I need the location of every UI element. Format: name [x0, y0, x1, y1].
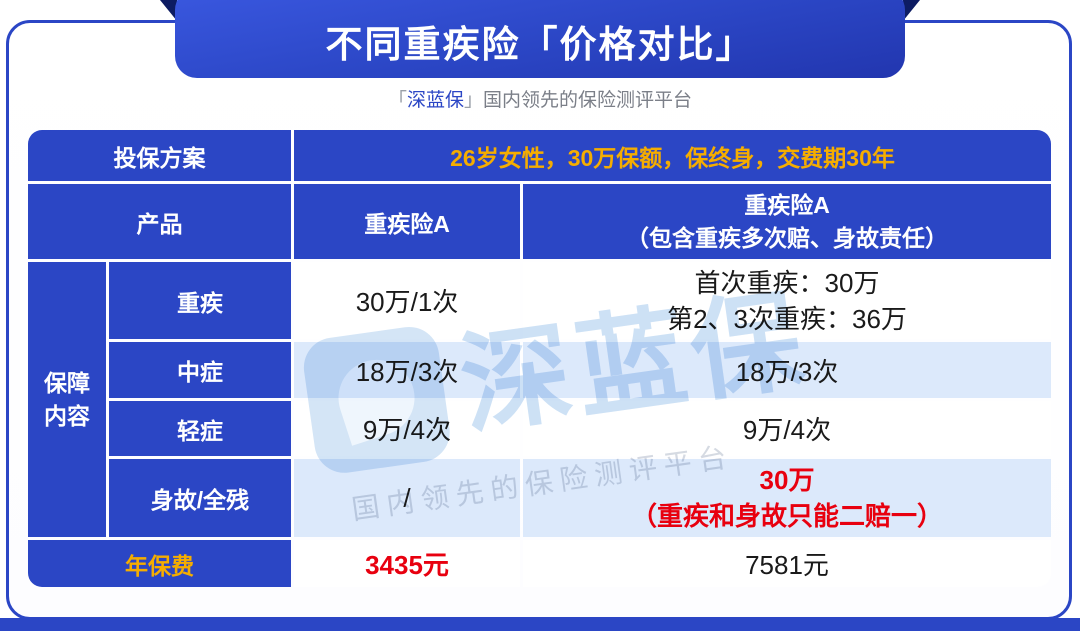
plan-label-cell: 投保方案 — [28, 130, 291, 181]
product-b-note: （包含重疾多次赔、身故责任） — [626, 224, 948, 251]
subtitle: 「深蓝保」国内领先的保险测评平台 — [0, 85, 1080, 112]
death-a-cell: / — [294, 459, 520, 537]
premium-a-cell: 3435元 — [294, 540, 520, 587]
brand-name: 深蓝保 — [406, 90, 464, 111]
table-row-moderate: 中症 18万/3次 18万/3次 — [28, 342, 1051, 398]
next-section-band — [0, 618, 1080, 631]
table-row-product: 产品 重疾险A 重疾险A （包含重疾多次赔、身故责任） — [28, 184, 1051, 259]
product-label-cell: 产品 — [28, 184, 291, 259]
brand-tagline: 国内领先的保险测评平台 — [483, 90, 693, 111]
plan-value-cell: 26岁女性，30万保额，保终身，交费期30年 — [294, 130, 1051, 181]
table-row-premium: 年保费 3435元 7581元 — [28, 540, 1051, 587]
death-b-line1: 30万 — [759, 465, 815, 495]
table-row-death: 身故/全残 / 30万 （重疾和身故只能二赔一） — [28, 459, 1051, 537]
critical-b-cell: 首次重疾：30万 第2、3次重疾：36万 — [523, 262, 1051, 339]
coverage-group-cell: 保障 内容 — [28, 262, 106, 537]
product-b-cell: 重疾险A （包含重疾多次赔、身故责任） — [523, 184, 1051, 259]
page-title: 不同重疾险「价格对比」 — [325, 24, 755, 65]
title-banner: 不同重疾险「价格对比」 — [175, 0, 905, 78]
row-label-moderate: 中症 — [109, 342, 291, 398]
coverage-label-line1: 保障 — [44, 369, 90, 396]
death-b-cell: 30万 （重疾和身故只能二赔一） — [523, 459, 1051, 537]
row-label-death: 身故/全残 — [109, 459, 291, 537]
row-label-mild: 轻症 — [109, 401, 291, 456]
product-b-name: 重疾险A — [744, 191, 830, 218]
critical-b-line1: 首次重疾：30万 — [694, 267, 880, 298]
critical-a-cell: 30万/1次 — [294, 262, 520, 339]
comparison-table: 投保方案 26岁女性，30万保额，保终身，交费期30年 产品 重疾险A 重疾险A… — [25, 127, 1054, 590]
premium-b-cell: 7581元 — [523, 540, 1051, 587]
product-a-cell: 重疾险A — [294, 184, 520, 259]
mild-b-cell: 9万/4次 — [523, 401, 1051, 456]
critical-b-line2: 第2、3次重疾：36万 — [667, 303, 907, 334]
premium-label-cell: 年保费 — [28, 540, 291, 587]
table-row-critical: 保障 内容 重疾 30万/1次 首次重疾：30万 第2、3次重疾：36万 — [28, 262, 1051, 537]
row-label-critical: 重疾 — [109, 262, 291, 339]
coverage-label-line2: 内容 — [44, 402, 90, 429]
mild-a-cell: 9万/4次 — [294, 401, 520, 456]
table-row-mild: 轻症 9万/4次 9万/4次 — [28, 401, 1051, 456]
subtitle-close-bracket: 」 — [464, 90, 484, 111]
death-b-line2: （重疾和身故只能二赔一） — [630, 501, 943, 531]
subtitle-open-bracket: 「 — [387, 90, 407, 111]
table-row-plan: 投保方案 26岁女性，30万保额，保终身，交费期30年 — [28, 130, 1051, 181]
moderate-b-cell: 18万/3次 — [523, 342, 1051, 398]
ribbon-fold-right — [903, 0, 920, 21]
moderate-a-cell: 18万/3次 — [294, 342, 520, 398]
